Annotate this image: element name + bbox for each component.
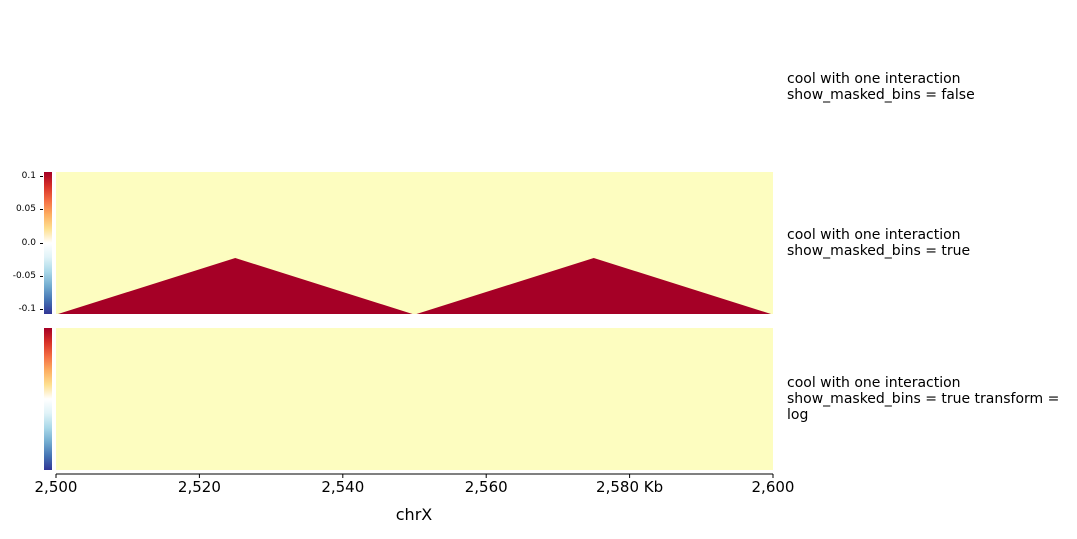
colorbar-tick-label: -0.05: [12, 270, 36, 281]
colorbar-tick-mark: [40, 275, 43, 277]
track-2-label: cool with one interaction show_masked_bi…: [787, 227, 971, 259]
x-tick-label: 2,520: [178, 478, 221, 496]
track-3-heatmap-background: [56, 328, 773, 470]
track-2-masked-triangles: [58, 258, 771, 314]
masked-bin-triangle: [416, 258, 771, 314]
track-3-colorbar: [44, 328, 52, 470]
colorbar-tick-mark: [40, 242, 43, 244]
x-axis-label: chrX: [396, 505, 433, 524]
colorbar-tick-mark: [40, 309, 43, 310]
colorbar-tick-label: 0.0: [21, 237, 36, 248]
colorbar-tick-label: 0.05: [15, 204, 36, 215]
x-tick-label: 2,600: [752, 478, 795, 496]
masked-bin-triangle: [58, 258, 413, 314]
track-3-label: cool with one interaction show_masked_bi…: [787, 375, 1060, 423]
track-2-svg: [44, 172, 773, 314]
x-tick-label: 2,500: [35, 478, 78, 496]
track-2-colorbar: [44, 172, 52, 314]
x-axis-ticks: 2,500 2,520 2,540 2,560 2,580 Kb 2,600: [35, 474, 795, 496]
track-3-svg: [44, 328, 773, 470]
colorbar-tick-label: -0.1: [18, 304, 36, 314]
x-tick-label: 2,560: [465, 478, 508, 496]
track-1-label: cool with one interaction show_masked_bi…: [787, 71, 975, 103]
colorbar-tick-mark: [40, 209, 43, 211]
colorbar-tick-mark: [40, 176, 43, 177]
colorbar-tick-label: 0.1: [21, 171, 36, 181]
x-tick-label: 2,580 Kb: [596, 478, 663, 496]
x-tick-label: 2,540: [321, 478, 364, 496]
